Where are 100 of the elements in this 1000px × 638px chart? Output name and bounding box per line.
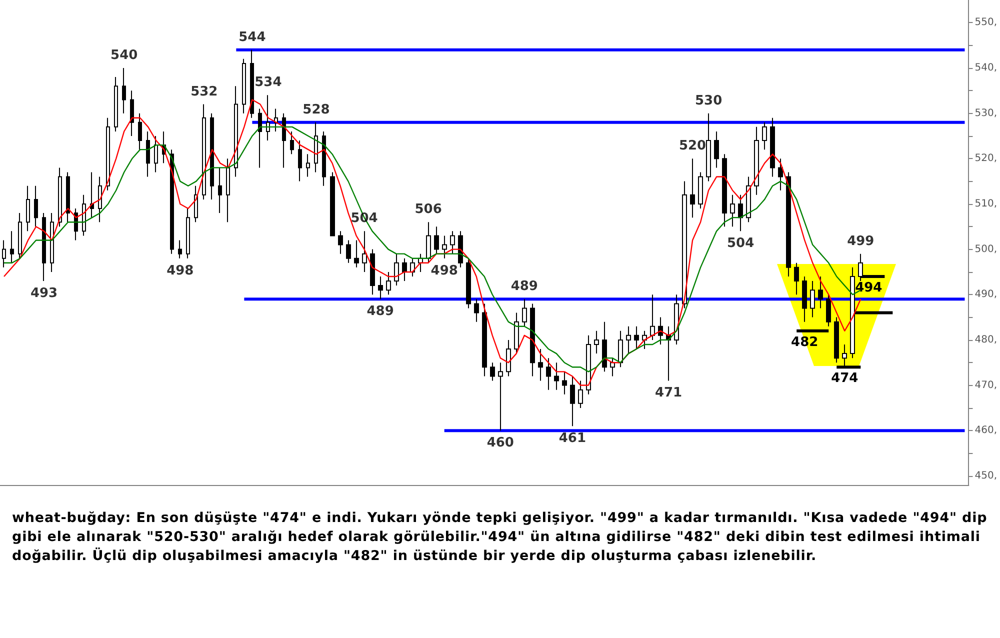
- data-label: 474: [831, 371, 858, 386]
- candlestick: [618, 330, 623, 368]
- candlestick: [434, 226, 439, 254]
- y-tick-label: 550,: [974, 17, 997, 28]
- candlestick: [754, 126, 759, 196]
- text: 506: [414, 202, 442, 218]
- candlestick: [146, 130, 150, 178]
- candlestick: [378, 276, 383, 300]
- text: 532: [190, 84, 218, 100]
- candlestick: [450, 230, 455, 254]
- candlestick: [658, 316, 663, 345]
- candlestick: [522, 298, 527, 327]
- candlestick: [58, 167, 62, 228]
- y-tick-label: 520,: [974, 153, 997, 164]
- candlestick: [530, 303, 535, 377]
- text: 544: [238, 30, 266, 45]
- candlestick: [66, 172, 70, 223]
- candlestick: [738, 194, 743, 232]
- candlestick: [554, 362, 559, 390]
- candlestick: [698, 172, 703, 210]
- candlestick: [186, 208, 190, 259]
- candlestick: [354, 240, 359, 268]
- candlestick: [10, 230, 14, 264]
- candlestick: [42, 212, 46, 282]
- candlestick: [786, 172, 791, 277]
- candlestick: [274, 108, 278, 132]
- text: 528: [302, 102, 330, 118]
- candlestick: [690, 158, 695, 218]
- candlestick: [98, 176, 102, 223]
- candlestick: [706, 112, 711, 182]
- text: 460: [486, 436, 514, 451]
- candlestick: [834, 316, 839, 364]
- candlestick: [50, 212, 54, 272]
- candlestick: [626, 326, 631, 354]
- candlestick: [114, 76, 118, 132]
- candlestick: [810, 280, 815, 318]
- candlestick: [370, 248, 375, 296]
- text: 504: [726, 236, 754, 252]
- candlestick: [402, 258, 407, 282]
- candlestick: [330, 172, 335, 236]
- candlestick: [298, 140, 302, 182]
- candlestick: [218, 167, 222, 214]
- candlestick: [242, 58, 246, 114]
- candlestick: [802, 276, 807, 322]
- candlestick: [394, 253, 399, 286]
- text: 471: [654, 386, 682, 401]
- candlestick: [234, 86, 238, 178]
- candlestick: [122, 67, 126, 114]
- candlestick: [322, 130, 326, 186]
- candlestick: [18, 212, 22, 259]
- candlestick: [642, 330, 647, 350]
- candlestick: [490, 362, 495, 382]
- candlestick: [154, 135, 158, 173]
- candlestick: [314, 122, 318, 173]
- candlestick: [514, 312, 519, 354]
- candlestick: [306, 154, 310, 178]
- candlestick: [770, 117, 775, 178]
- candlestick: [682, 180, 687, 309]
- candlestick: [714, 130, 719, 168]
- candlestick: [386, 271, 391, 296]
- candlestick: [650, 294, 655, 340]
- candlestick: [266, 94, 270, 142]
- candlestick: [106, 117, 110, 191]
- candlestick: [826, 294, 831, 327]
- candlestick: [202, 104, 206, 200]
- candlestick: [634, 326, 639, 350]
- candlestick: [178, 240, 182, 259]
- data-label: 494: [855, 280, 882, 296]
- candlestick: [442, 235, 447, 259]
- candlestick: [426, 222, 431, 264]
- text: 499: [847, 234, 874, 249]
- candlestick: [410, 258, 415, 277]
- candlestick: [674, 294, 679, 345]
- candlestick: [170, 149, 174, 254]
- candlestick: [290, 130, 294, 155]
- candlestick: [538, 348, 543, 382]
- candlestick: [506, 339, 511, 377]
- candlestick: [226, 158, 230, 223]
- text: 530: [694, 93, 722, 108]
- candlestick: [762, 122, 767, 150]
- text: wheat-buğday: En son düşüşte "474" e indi. Yukarı yönde tepki gelişiyor. "499" a kadar tırmanıldı. "Kısa vadede "494" dip gibi ele alınarak "520-530" aralığı hedef olarak görülebilir."494" ün altına gidilirse "482" deki dibin test edilmesi ihtimali doğabilir. Üçlü dip oluşabilmesi amacıyla "482" in üstünde bir yerde dip oluşturma çabası izlenebilir.: [12, 509, 988, 566]
- candlestick: [722, 154, 727, 228]
- candlestick: [258, 108, 262, 168]
- candlestick: [594, 330, 599, 354]
- y-tick-label: 460,: [974, 425, 997, 436]
- y-tick-label: 510,: [974, 198, 997, 210]
- candlestick: [418, 253, 423, 272]
- text: 534: [254, 75, 282, 90]
- text: 498: [166, 263, 194, 278]
- candlestick: [130, 90, 134, 136]
- candlestick: [818, 276, 823, 309]
- candlestick: [482, 303, 487, 377]
- text: 520: [678, 138, 706, 154]
- y-tick-label: 500,: [974, 244, 997, 255]
- candlestick: [346, 240, 351, 264]
- candlestick: [34, 185, 38, 228]
- text: 489: [510, 279, 538, 294]
- candlestick: [746, 176, 751, 223]
- candlestick: [474, 298, 479, 322]
- candlestick: [778, 158, 783, 191]
